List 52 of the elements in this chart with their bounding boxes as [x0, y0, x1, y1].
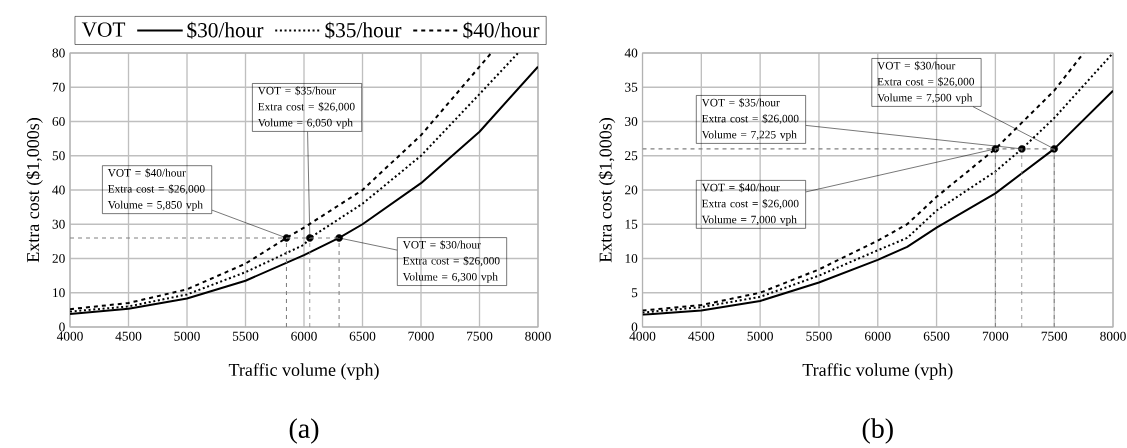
x-tick-label: 7000 — [408, 331, 434, 341]
y-tick-label: 15 — [625, 219, 638, 229]
x-tick-label: 7000 — [982, 331, 1009, 341]
y-tick-label: 70 — [52, 82, 65, 92]
x-tick-label: 4500 — [688, 331, 715, 341]
text: (b) — [862, 418, 893, 444]
y-tick-label: 30 — [52, 219, 65, 229]
annotation: VOT = $35/hour Extra cost = $26,000 Volume = 7,225 vph — [701, 98, 799, 141]
y-tick-label: 25 — [625, 151, 638, 161]
y-tick-label: 10 — [625, 253, 638, 263]
y-axis-title: Extra cost ($1,000s) — [25, 118, 43, 263]
legend-label: $40/hour — [463, 21, 540, 39]
x-tick-label: 4000 — [629, 331, 656, 341]
y-tick-label: 5 — [631, 288, 638, 298]
x-tick-label: 5000 — [174, 331, 200, 341]
annotation: VOT = $40/hour Extra cost = $26,000 Volume = 7,000 vph — [701, 183, 799, 226]
annotation: VOT = $35/hour Extra cost = $26,000 Volume = 6,050 vph — [257, 86, 355, 129]
x-tick-label: 8000 — [525, 331, 551, 341]
text: (a) — [289, 418, 319, 444]
y-tick-label: 40 — [624, 48, 638, 58]
y-tick-label: 0 — [631, 322, 638, 332]
annotation: VOT = $30/hour Extra cost = $26,000 Volume = 7,500 vph — [877, 61, 975, 104]
y-axis-title: Extra cost ($1,000s) — [598, 118, 616, 263]
y-tick-label: 0 — [59, 322, 65, 332]
legend-title: VOT — [81, 22, 126, 37]
y-tick-label: 35 — [625, 82, 638, 92]
x-tick-label: 5500 — [806, 331, 832, 341]
x-tick-label: 7500 — [1041, 331, 1068, 341]
y-tick-label: 80 — [52, 48, 65, 58]
x-tick-label: 6000 — [291, 331, 317, 341]
annotation: VOT = $40/hour Extra cost = $26,000 Volume = 5,850 vph — [107, 168, 205, 211]
x-tick-label: 5500 — [232, 331, 259, 341]
y-tick-label: 20 — [625, 185, 638, 195]
y-tick-label: 20 — [52, 253, 65, 263]
y-tick-label: 60 — [52, 117, 65, 126]
annotation: VOT = $30/hour Extra cost = $26,000 Volume = 6,300 vph — [402, 240, 500, 283]
x-axis-title: Traffic volume (vph) — [802, 363, 953, 380]
x-tick-label: 8000 — [1100, 331, 1126, 341]
y-tick-label: 10 — [53, 288, 65, 298]
x-tick-label: 6500 — [349, 331, 376, 341]
x-tick-label: 6000 — [864, 331, 891, 341]
x-tick-label: 4500 — [115, 331, 142, 341]
y-tick-label: 40 — [52, 185, 65, 195]
x-tick-label: 5000 — [747, 331, 773, 341]
legend-label: $35/hour — [325, 21, 402, 39]
y-tick-label: 30 — [625, 116, 638, 126]
x-tick-label: 6500 — [923, 331, 950, 341]
legend-label: $30/hour — [187, 21, 264, 39]
y-tick-label: 50 — [52, 151, 65, 161]
x-axis-title: Traffic volume (vph) — [228, 363, 379, 380]
x-tick-label: 4000 — [56, 331, 83, 341]
x-tick-label: 7500 — [467, 331, 493, 341]
